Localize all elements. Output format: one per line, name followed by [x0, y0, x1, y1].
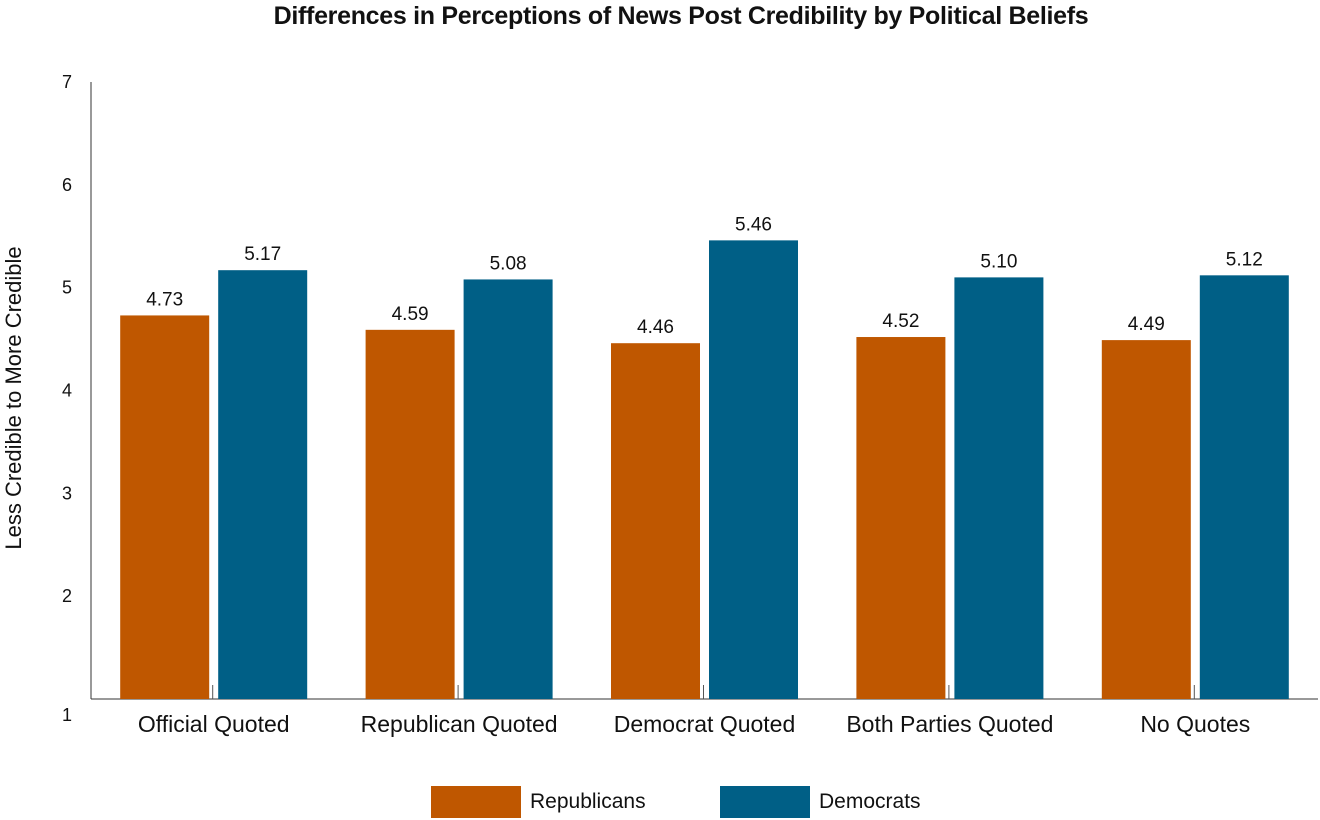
legend-swatch-democrats [720, 786, 810, 818]
legend-item-republicans: Republicans [431, 786, 646, 818]
legend-label-republicans: Republicans [530, 790, 646, 813]
bar-democrats-5 [1199, 275, 1289, 699]
data-label: 5.08 [490, 253, 527, 274]
bar-republicans-5 [1101, 340, 1191, 699]
y-tick-label: 7 [62, 72, 72, 92]
data-label: 4.52 [882, 311, 919, 332]
data-label: 5.17 [244, 244, 281, 265]
x-category-label: Republican Quoted [361, 711, 558, 737]
bar-republicans-2 [365, 329, 455, 699]
bar-democrats-1 [218, 270, 308, 699]
bar-democrats-3 [709, 240, 798, 699]
y-axis-label: Less Credible to More Credible [1, 246, 26, 549]
y-tick-label: 4 [62, 381, 72, 401]
data-label: 5.10 [980, 251, 1017, 272]
y-tick-label: 1 [62, 705, 72, 725]
legend-item-democrats: Democrats [720, 786, 921, 818]
legend: Republicans Democrats [0, 786, 1320, 820]
bar-republicans-1 [120, 315, 210, 699]
x-category-label: No Quotes [1140, 711, 1250, 737]
x-category-label: Democrat Quoted [614, 711, 796, 737]
bar-democrats-4 [954, 277, 1044, 699]
data-label: 5.46 [735, 214, 772, 235]
bar-democrats-2 [463, 279, 553, 699]
y-tick-label: 3 [62, 483, 72, 503]
data-label: 4.49 [1128, 314, 1165, 335]
data-label: 4.46 [637, 317, 674, 338]
bars [120, 240, 1289, 699]
y-tick-label: 6 [62, 175, 72, 195]
data-label: 5.12 [1226, 249, 1263, 270]
chart-title: Differences in Perceptions of News Post … [273, 2, 1089, 30]
bar-chart: 1 2 3 4 5 6 7 4.73 5.17 4.59 5.08 4.46 5.46 4.52 5.10… [1, 72, 1318, 737]
bar-republicans-4 [856, 337, 946, 699]
y-tick-label: 5 [62, 278, 72, 298]
category-labels: Official Quoted Republican Quoted Democrat… [138, 711, 1250, 737]
x-category-label: Both Parties Quoted [846, 711, 1053, 737]
y-tick-label: 2 [62, 586, 72, 606]
legend-label-democrats: Democrats [819, 790, 921, 813]
bar-republicans-3 [611, 343, 700, 699]
data-label: 4.73 [146, 289, 183, 310]
legend-swatch-republicans [431, 786, 521, 818]
x-category-label: Official Quoted [138, 711, 290, 737]
data-label: 4.59 [392, 304, 429, 325]
data-labels: 4.73 5.17 4.59 5.08 4.46 5.46 4.52 5.10 4.49 5.12 [146, 214, 1263, 338]
